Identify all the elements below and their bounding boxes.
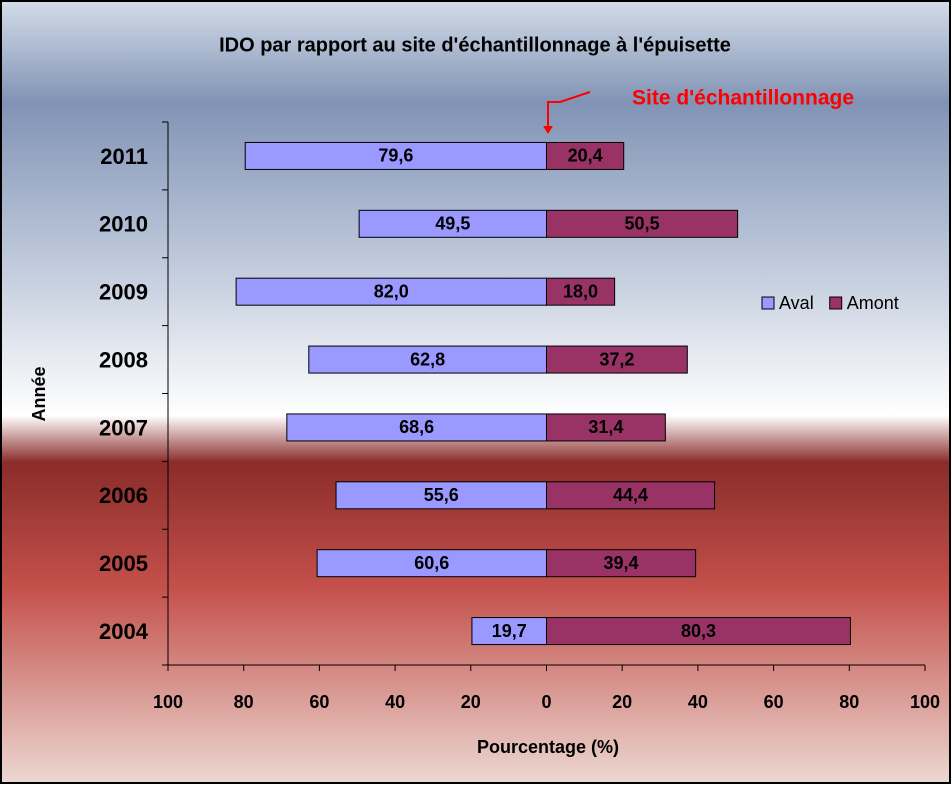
value-label: 80,3 <box>681 621 716 641</box>
bar <box>286 413 547 442</box>
x-tick-label: 60 <box>764 692 784 712</box>
legend-label: Amont <box>847 293 899 313</box>
x-axis-title: Pourcentage (%) <box>477 737 619 757</box>
y-tick-label: 2004 <box>99 619 149 644</box>
value-label: 82,0 <box>374 281 409 301</box>
x-tick-label: 80 <box>839 692 859 712</box>
value-label: 39,4 <box>604 553 639 573</box>
x-tick-label: 20 <box>612 692 632 712</box>
legend-swatch <box>829 296 843 310</box>
y-tick-label: 2007 <box>99 415 148 440</box>
bar <box>358 209 547 238</box>
value-label: 68,6 <box>399 417 434 437</box>
bar <box>546 141 625 170</box>
bar <box>546 209 739 238</box>
bar <box>471 617 547 646</box>
bar <box>546 277 616 306</box>
x-tick-label: 100 <box>910 692 940 712</box>
y-tick-label: 2008 <box>99 347 148 372</box>
bar <box>335 481 547 510</box>
value-label: 55,6 <box>424 485 459 505</box>
bar <box>546 481 716 510</box>
annotation: Site d'échantillonnage <box>632 87 854 110</box>
bar <box>244 141 548 170</box>
x-tick-label: 0 <box>541 692 551 712</box>
x-tick-label: 100 <box>153 692 183 712</box>
value-label: 79,6 <box>378 146 413 166</box>
legend-swatch <box>761 296 775 310</box>
x-tick-label: 40 <box>385 692 405 712</box>
x-tick-label: 40 <box>688 692 708 712</box>
annotation-arrow <box>547 91 591 132</box>
value-label: 62,8 <box>410 349 445 369</box>
arrow-head <box>543 126 553 134</box>
chart-title: IDO par rapport au site d'échantillonnag… <box>219 34 731 56</box>
value-label: 18,0 <box>563 281 598 301</box>
value-label: 44,4 <box>613 485 648 505</box>
bar <box>546 345 688 374</box>
value-label: 37,2 <box>599 349 634 369</box>
x-tick-label: 20 <box>461 692 481 712</box>
bar <box>308 345 547 374</box>
value-label: 19,7 <box>492 621 527 641</box>
value-label: 49,5 <box>435 214 470 234</box>
value-label: 20,4 <box>568 146 603 166</box>
value-label: 31,4 <box>588 417 623 437</box>
y-tick-label: 2010 <box>99 212 148 237</box>
bar <box>546 617 851 646</box>
y-tick-label: 2006 <box>99 483 148 508</box>
legend-label: Aval <box>779 293 814 313</box>
y-tick-label: 2009 <box>99 280 148 305</box>
y-tick-label: 2005 <box>99 551 148 576</box>
y-axis-title: Année <box>29 366 49 421</box>
x-tick-label: 80 <box>234 692 254 712</box>
value-label: 50,5 <box>625 214 660 234</box>
bar <box>546 413 666 442</box>
value-label: 60,6 <box>414 553 449 573</box>
y-tick-label: 2011 <box>100 144 148 169</box>
bar <box>316 549 547 578</box>
x-tick-label: 60 <box>309 692 329 712</box>
bar <box>546 549 697 578</box>
